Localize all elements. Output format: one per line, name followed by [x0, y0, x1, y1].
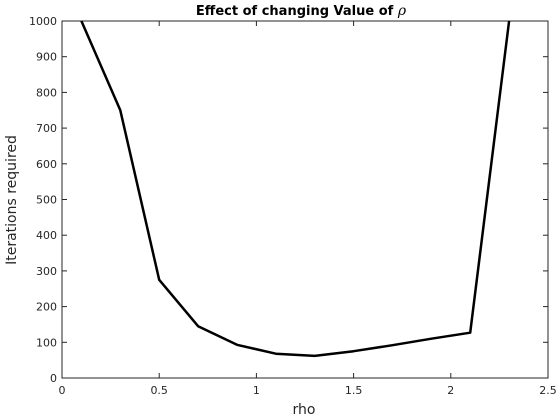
- x-tick-label: 0.5: [150, 384, 168, 397]
- x-axis: 0 0.5 1 1.5 2 2.5: [59, 21, 557, 397]
- x-tick-label: 2.5: [539, 384, 557, 397]
- y-tick-label: 600: [36, 158, 57, 171]
- y-tick-label: 1000: [29, 15, 57, 28]
- y-tick-label: 300: [36, 265, 57, 278]
- y-axis: 0 100 200 300 400 500 600 700 800 900 1000: [29, 15, 548, 385]
- series-line: [80, 20, 511, 358]
- y-tick-label: 400: [36, 229, 57, 242]
- x-axis-label: rho: [293, 402, 316, 418]
- y-tick-label: 500: [36, 194, 57, 207]
- y-tick-label: 200: [36, 301, 57, 314]
- x-tick-label: 2: [447, 384, 454, 397]
- y-tick-label: 900: [36, 51, 57, 64]
- x-tick-label: 1: [253, 384, 260, 397]
- chart-title: Effect of changing Value of ρ: [196, 3, 407, 19]
- axes-box: [61, 20, 549, 379]
- series-layer: [80, 20, 511, 358]
- x-tick-label: 0: [59, 384, 66, 397]
- x-tick-label: 1.5: [345, 384, 363, 397]
- y-tick-label: 700: [36, 122, 57, 135]
- plot-area: [61, 20, 549, 379]
- y-tick-label: 800: [36, 86, 57, 99]
- y-tick-label: 0: [50, 372, 57, 385]
- y-tick-label: 100: [36, 336, 57, 349]
- y-axis-label: Iterations required: [4, 135, 20, 265]
